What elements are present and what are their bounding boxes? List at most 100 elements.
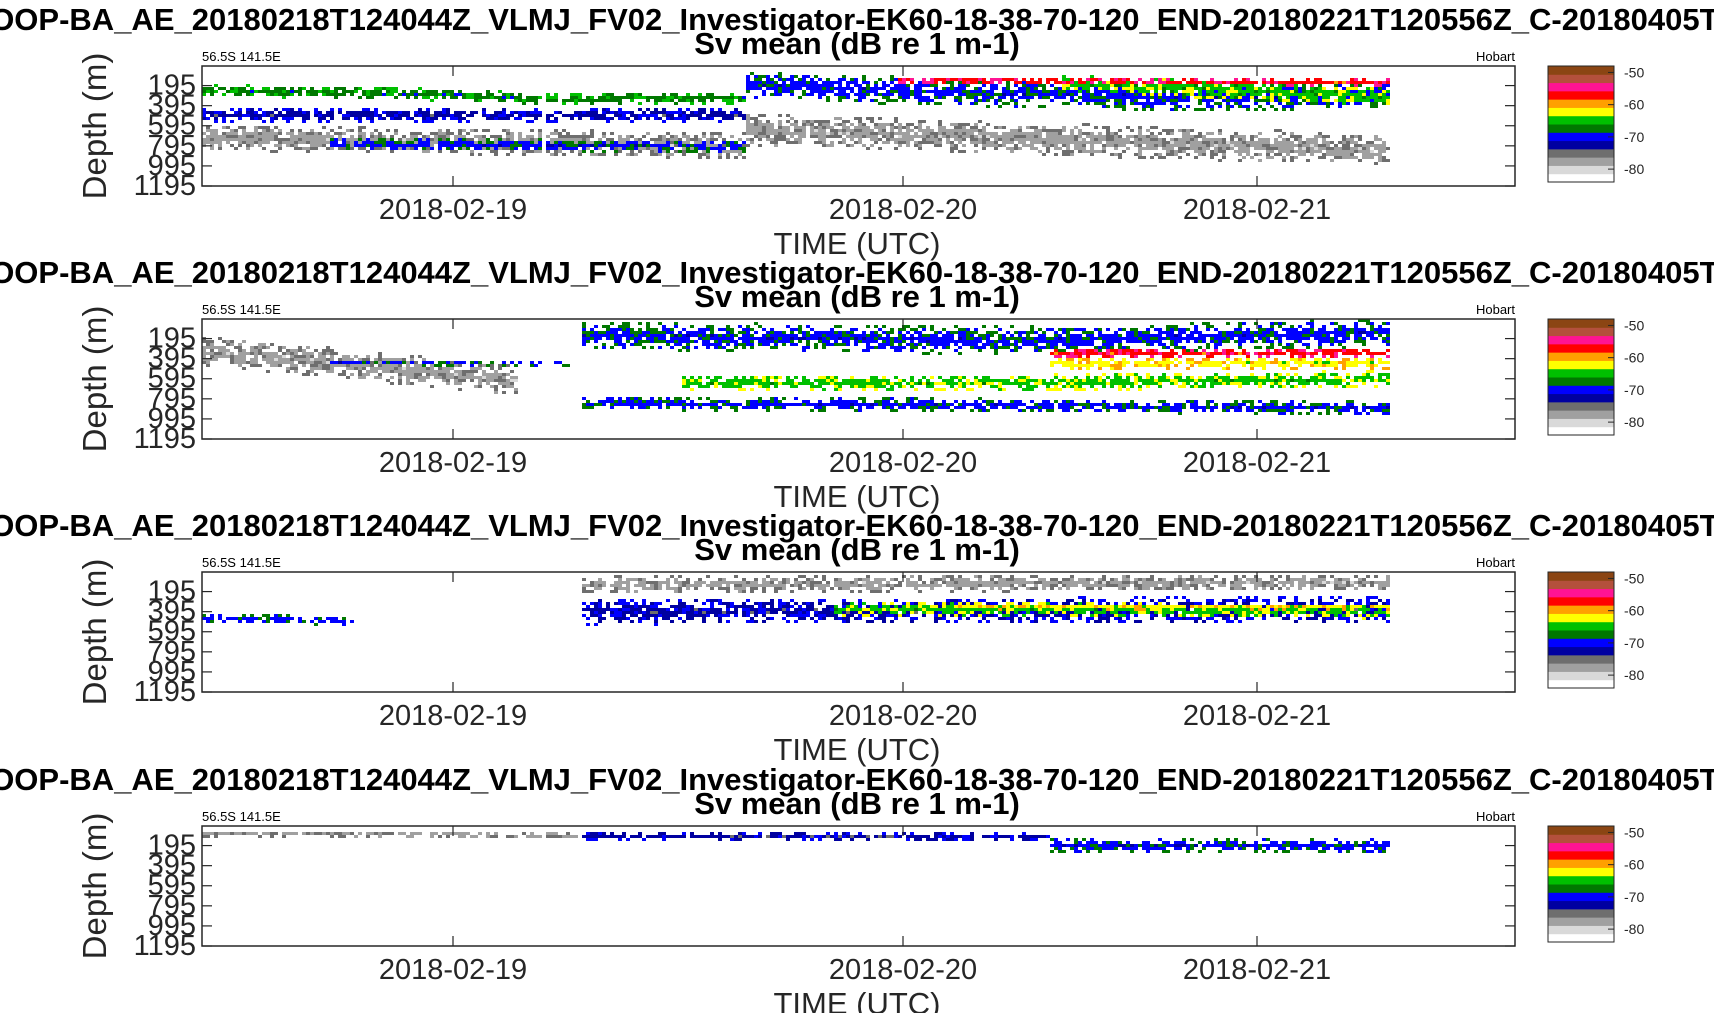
colorbar-swatch bbox=[1548, 385, 1614, 395]
y-tick-label: 1195 bbox=[134, 423, 196, 455]
colorbar-swatch bbox=[1548, 335, 1614, 345]
colorbar-tick-label: -60 bbox=[1624, 97, 1644, 113]
colorbar-tick-label: -70 bbox=[1624, 635, 1644, 651]
colorbar-swatch bbox=[1548, 343, 1614, 353]
x-tick-label: 2018-02-20 bbox=[829, 700, 977, 732]
colorbar-swatch bbox=[1548, 148, 1614, 158]
echogram-panel-120khz: IMOS_SOOP-BA_AE_20180218T124044Z_VLMJ_FV… bbox=[0, 762, 1714, 1013]
colorbar-swatch bbox=[1548, 572, 1614, 581]
y-tick-label: 1195 bbox=[134, 930, 196, 962]
x-tick-label: 2018-02-21 bbox=[1183, 194, 1331, 226]
port-label: Hobart bbox=[1476, 49, 1515, 64]
echogram-panel-18khz: IMOS_SOOP-BA_AE_20180218T124044Z_VLMJ_FV… bbox=[0, 2, 1714, 261]
colorbar-tick-label: -60 bbox=[1624, 603, 1644, 619]
colorbar-swatch bbox=[1548, 580, 1614, 590]
y-axis-label: Depth (m) bbox=[76, 53, 113, 200]
y-tick-label: 995 bbox=[148, 403, 196, 435]
colorbar-swatch bbox=[1548, 319, 1614, 328]
colorbar-swatch bbox=[1548, 124, 1614, 133]
position-label: 56.5S 141.5E bbox=[202, 809, 281, 824]
position-label: 56.5S 141.5E bbox=[202, 555, 281, 570]
y-tick-label: 995 bbox=[148, 910, 196, 942]
y-tick-label: 195 bbox=[148, 576, 196, 608]
y-tick-label: 395 bbox=[148, 343, 196, 375]
file-title: IMOS_SOOP-BA_AE_20180218T124044Z_VLMJ_FV… bbox=[0, 508, 1714, 543]
x-tick-label: 2018-02-20 bbox=[829, 954, 977, 986]
colorbar-swatch bbox=[1548, 859, 1614, 868]
colorbar-swatch bbox=[1548, 875, 1614, 885]
colorbar-swatch bbox=[1548, 596, 1614, 606]
x-axis-label: TIME (UTC) bbox=[773, 986, 940, 1013]
colorbar-swatch bbox=[1548, 74, 1614, 84]
colorbar-swatch bbox=[1548, 638, 1614, 648]
colorbar-swatch bbox=[1548, 679, 1614, 689]
y-axis-label: Depth (m) bbox=[76, 559, 113, 706]
colorbar-tick-label: -80 bbox=[1624, 921, 1644, 937]
y-tick-label: 595 bbox=[148, 616, 196, 648]
y-tick-label: 795 bbox=[148, 636, 196, 668]
colorbar-swatch bbox=[1548, 401, 1614, 411]
y-tick-label: 795 bbox=[148, 383, 196, 415]
colorbar-tick-label: -50 bbox=[1624, 317, 1644, 333]
colorbar-tick-label: -60 bbox=[1624, 350, 1644, 366]
colorbar-swatch bbox=[1548, 646, 1614, 656]
x-axis-label: TIME (UTC) bbox=[773, 226, 940, 261]
colorbar-swatch bbox=[1548, 360, 1614, 370]
y-tick-label: 1195 bbox=[134, 170, 196, 202]
colorbar-swatch bbox=[1548, 115, 1614, 125]
colorbar-swatch bbox=[1548, 826, 1614, 835]
sv-echogram bbox=[202, 832, 1390, 853]
colorbar: -50 -60 -70 -80 bbox=[1547, 570, 1644, 689]
x-tick-label: 2018-02-19 bbox=[379, 954, 527, 986]
colorbar-swatch bbox=[1548, 588, 1614, 598]
colorbar-swatch bbox=[1548, 605, 1614, 614]
colorbar: -50 -60 -70 -80 bbox=[1547, 64, 1644, 183]
file-title: IMOS_SOOP-BA_AE_20180218T124044Z_VLMJ_FV… bbox=[0, 255, 1714, 290]
colorbar-swatch bbox=[1548, 613, 1614, 623]
y-tick-label: 395 bbox=[148, 596, 196, 628]
colorbar-swatch bbox=[1548, 377, 1614, 386]
colorbar-tick-label: -50 bbox=[1624, 824, 1644, 840]
colorbar-swatch bbox=[1548, 173, 1614, 183]
position-label: 56.5S 141.5E bbox=[202, 49, 281, 64]
x-tick-label: 2018-02-21 bbox=[1183, 700, 1331, 732]
x-tick-label: 2018-02-20 bbox=[829, 194, 977, 226]
colorbar-swatch bbox=[1548, 621, 1614, 631]
x-tick-label: 2018-02-21 bbox=[1183, 447, 1331, 479]
colorbar-swatch bbox=[1548, 663, 1614, 672]
colorbar-swatch bbox=[1548, 900, 1614, 910]
y-tick-label: 595 bbox=[148, 363, 196, 395]
colorbar: -50 -60 -70 -80 bbox=[1547, 317, 1644, 436]
colorbar-swatch bbox=[1548, 99, 1614, 108]
colorbar-tick-label: -80 bbox=[1624, 414, 1644, 430]
colorbar-tick-label: -60 bbox=[1624, 857, 1644, 873]
colorbar: -50 -60 -70 -80 bbox=[1547, 824, 1644, 943]
colorbar-swatch bbox=[1548, 426, 1614, 436]
y-tick-label: 595 bbox=[148, 870, 196, 902]
y-axis-label: Depth (m) bbox=[76, 813, 113, 960]
y-tick-label: 795 bbox=[148, 130, 196, 162]
colorbar-swatch bbox=[1548, 671, 1614, 681]
y-tick-label: 195 bbox=[148, 830, 196, 862]
y-tick-label: 995 bbox=[148, 150, 196, 182]
colorbar-swatch bbox=[1548, 165, 1614, 175]
x-tick-label: 2018-02-20 bbox=[829, 447, 977, 479]
file-title: IMOS_SOOP-BA_AE_20180218T124044Z_VLMJ_FV… bbox=[0, 762, 1714, 797]
file-title: IMOS_SOOP-BA_AE_20180218T124044Z_VLMJ_FV… bbox=[0, 2, 1714, 37]
colorbar-swatch bbox=[1548, 850, 1614, 860]
sv-echogram bbox=[202, 319, 1390, 415]
colorbar-swatch bbox=[1548, 352, 1614, 361]
colorbar-swatch bbox=[1548, 933, 1614, 943]
colorbar-swatch bbox=[1548, 410, 1614, 419]
colorbar-swatch bbox=[1548, 630, 1614, 639]
colorbar-tick-label: -70 bbox=[1624, 382, 1644, 398]
y-tick-label: 995 bbox=[148, 656, 196, 688]
colorbar-swatch bbox=[1548, 140, 1614, 150]
colorbar-swatch bbox=[1548, 107, 1614, 117]
y-tick-label: 395 bbox=[148, 90, 196, 122]
colorbar-tick-label: -80 bbox=[1624, 161, 1644, 177]
y-tick-label: 795 bbox=[148, 890, 196, 922]
panel-subtitle: Sv mean (dB re 1 m-1) bbox=[694, 26, 1020, 61]
colorbar-swatch bbox=[1548, 82, 1614, 92]
colorbar-swatch bbox=[1548, 908, 1614, 918]
